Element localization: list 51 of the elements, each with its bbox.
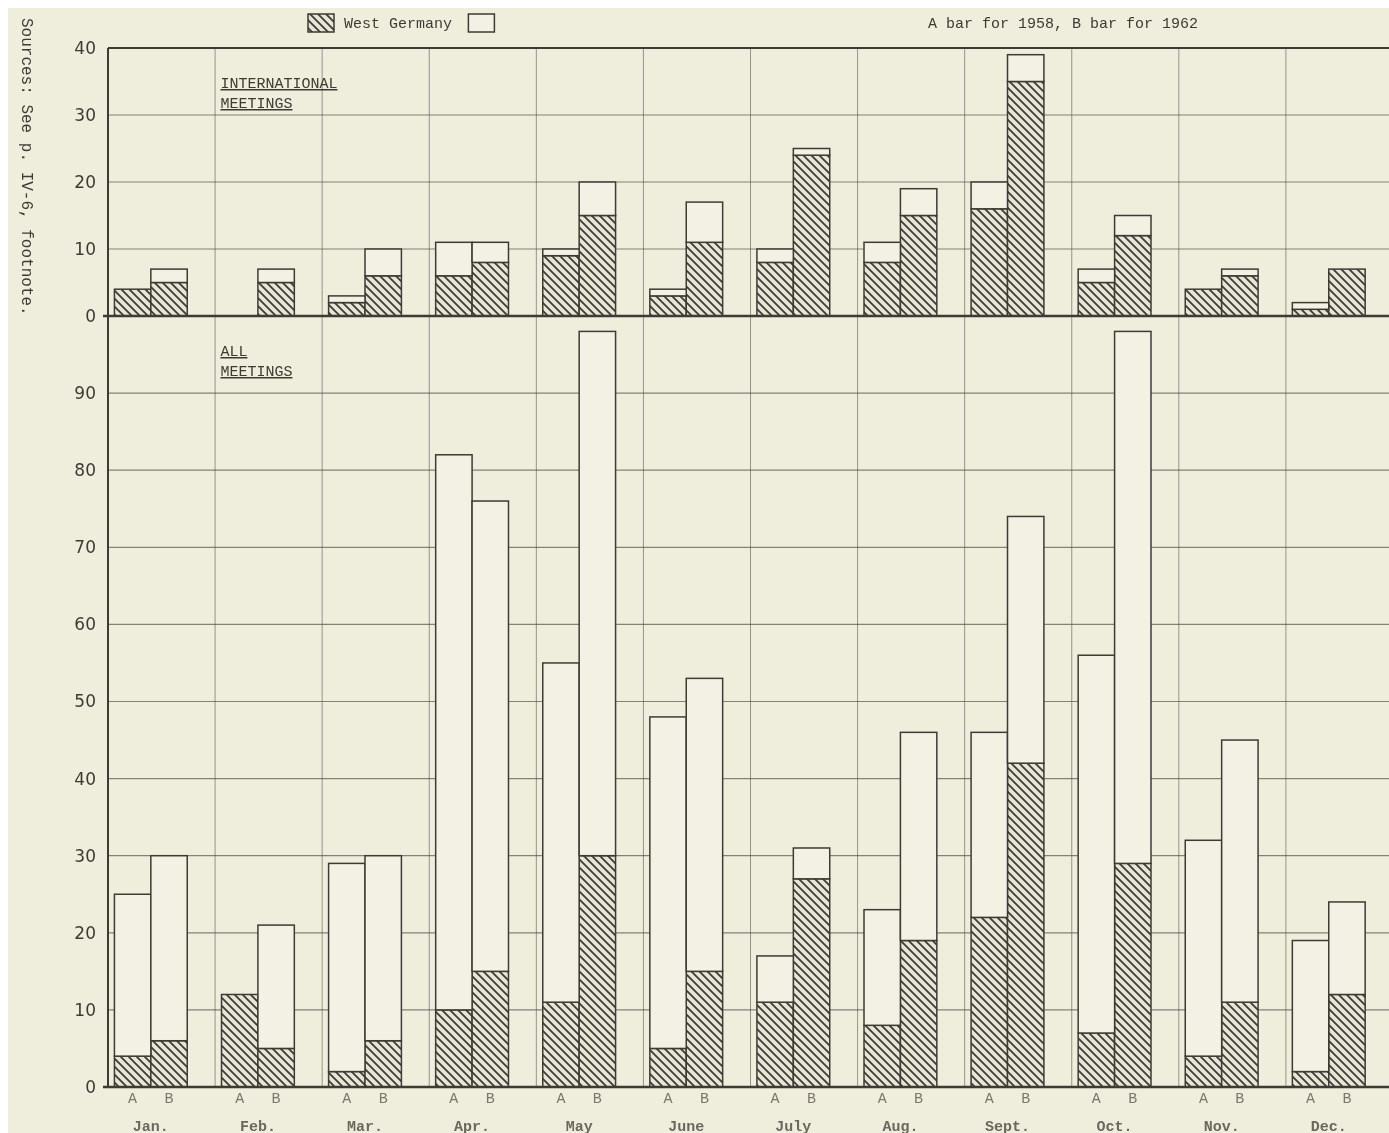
text: Dec. — [1310, 1119, 1347, 1133]
y-tick-label: 20 — [74, 922, 96, 943]
y-tick-label: 90 — [74, 383, 96, 404]
text: Jan. — [132, 1119, 169, 1133]
y-tick-label: 50 — [74, 691, 96, 712]
text: INTERNATIONAL MEETINGS — [220, 76, 338, 113]
source-note: Sources: See p. IV-6, footnote. — [17, 18, 35, 316]
x-tick-label: B — [1342, 1091, 1352, 1108]
y-tick-label: 10 — [74, 999, 96, 1020]
x-tick-label: A — [984, 1091, 994, 1108]
x-tick-label: B — [1021, 1091, 1031, 1108]
x-tick-label: B — [164, 1091, 174, 1108]
x-tick-label: A — [1091, 1091, 1101, 1108]
legend-label: West Germany — [344, 16, 453, 33]
text: Oct. — [1096, 1119, 1133, 1133]
y-tick-label: 10 — [74, 238, 96, 259]
x-tick-label: A — [877, 1091, 887, 1108]
text: Nov. — [1203, 1119, 1240, 1133]
x-tick-label: A — [449, 1091, 459, 1108]
x-tick-label: B — [271, 1091, 281, 1108]
x-tick-label: A — [128, 1091, 138, 1108]
y-tick-label: 30 — [74, 845, 96, 866]
x-tick-label: B — [699, 1091, 709, 1108]
x-tick-label: B — [592, 1091, 602, 1108]
text: ALL MEETINGS — [220, 344, 293, 381]
y-tick-label: 40 — [74, 37, 96, 58]
x-tick-label: A — [663, 1091, 673, 1108]
x-tick-label: B — [807, 1091, 817, 1108]
text: June — [668, 1119, 705, 1133]
x-tick-label: B — [485, 1091, 495, 1108]
y-tick-label: 60 — [74, 614, 96, 635]
y-tick-label: 70 — [74, 537, 96, 558]
x-tick-label: B — [1128, 1091, 1138, 1108]
x-tick-label: A — [342, 1091, 352, 1108]
y-tick-label: 0 — [85, 305, 96, 326]
y-tick-label: 40 — [74, 768, 96, 789]
x-tick-label: B — [1235, 1091, 1245, 1108]
text: Feb. — [239, 1119, 276, 1133]
text: Mar. — [346, 1119, 384, 1133]
y-tick-label: 80 — [74, 460, 96, 481]
y-tick-label: 20 — [74, 171, 96, 192]
x-tick-label: A — [235, 1091, 245, 1108]
y-tick-label: 0 — [85, 1076, 96, 1097]
y-tick-label: 30 — [74, 104, 96, 125]
x-tick-label: A — [556, 1091, 566, 1108]
x-tick-label: B — [914, 1091, 924, 1108]
x-tick-label: A — [1198, 1091, 1208, 1108]
x-tick-label: A — [1306, 1091, 1316, 1108]
x-tick-label: A — [770, 1091, 780, 1108]
text: A bar for 1958, B bar for 1962 — [928, 16, 1199, 33]
x-tick-label: B — [378, 1091, 388, 1108]
